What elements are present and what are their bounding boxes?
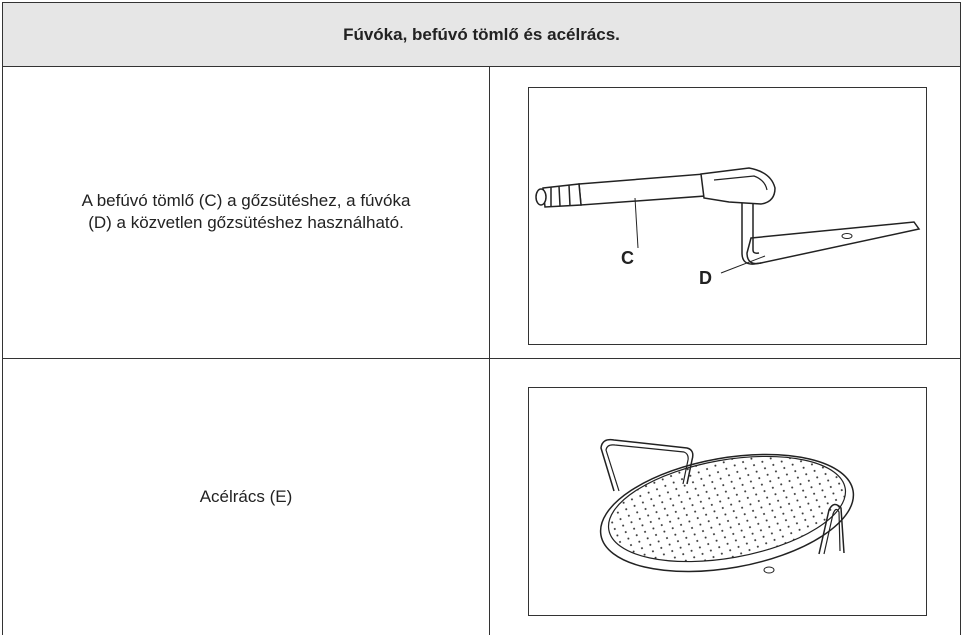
- illustration-frame: C D: [528, 87, 927, 345]
- part-label: D: [699, 268, 712, 288]
- rack-illustration: [599, 438, 855, 574]
- table-header: Fúvóka, befúvó tömlő és acélrács.: [2, 2, 961, 67]
- row-divider: [2, 358, 961, 359]
- illustration-frame: [528, 387, 927, 616]
- border: [2, 66, 3, 635]
- border: [960, 66, 961, 635]
- row-description: A befúvó tömlő (C) a gőzsütéshez, a fúvó…: [3, 66, 489, 358]
- row-description: Acélrács (E): [3, 359, 489, 635]
- column-divider: [489, 66, 490, 635]
- part-label: C: [621, 248, 634, 268]
- text-line: A befúvó tömlő (C) a gőzsütéshez, a fúvó…: [81, 191, 411, 210]
- hose-nozzle-illustration: C D: [535, 167, 921, 288]
- text-line: Acélrács (E): [199, 487, 293, 506]
- text-line: (D) a közvetlen gőzsütéshez használható.: [88, 213, 404, 232]
